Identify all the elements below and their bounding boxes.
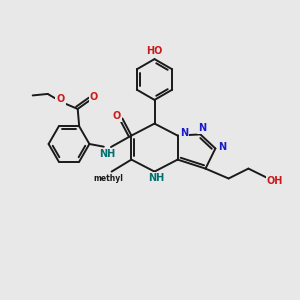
Text: N: N (198, 123, 206, 133)
Text: O: O (113, 110, 121, 121)
Text: OH: OH (267, 176, 283, 186)
Text: O: O (56, 94, 65, 104)
Text: HO: HO (146, 46, 163, 56)
Text: NH: NH (99, 149, 116, 159)
Text: N: N (218, 142, 226, 152)
Text: O: O (90, 92, 98, 102)
Text: N: N (180, 128, 188, 138)
Text: NH: NH (148, 173, 164, 183)
Text: methyl: methyl (93, 174, 123, 183)
